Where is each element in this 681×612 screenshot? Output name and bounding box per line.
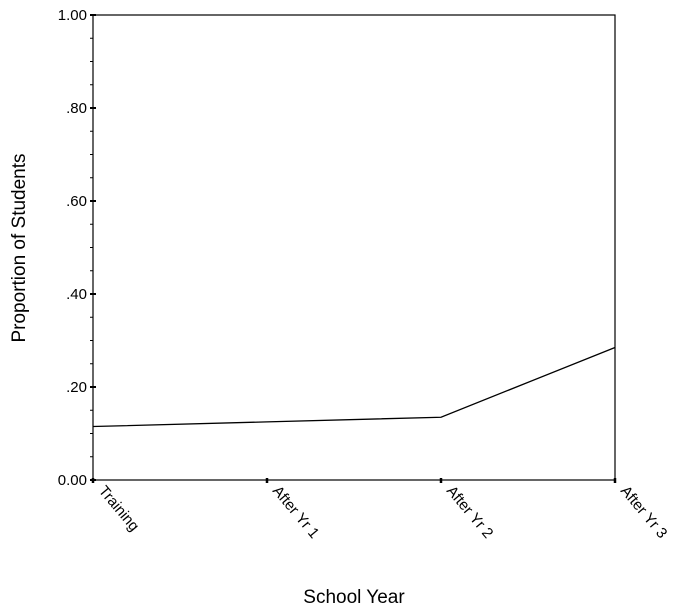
y-axis-ticks: 0.00 .20 .40 .60 .80 1.00 (58, 7, 96, 489)
x-axis-title: School Year (303, 587, 405, 608)
y-tick-label: .20 (66, 379, 87, 396)
x-tick-label: After Yr 2 (443, 483, 497, 542)
y-axis-title: Proportion of Students (9, 153, 30, 342)
y-tick-label: 0.00 (58, 472, 87, 489)
y-tick-label: .80 (66, 100, 87, 117)
y-tick-label: .60 (66, 193, 87, 210)
series-line (92, 346, 616, 428)
y-tick-label: .40 (66, 286, 87, 303)
y-tick-label: 1.00 (58, 7, 87, 24)
x-tick-label: Training (95, 483, 143, 535)
plot-frame (92, 14, 616, 481)
x-tick-label: After Yr 1 (269, 483, 323, 542)
series-layer (92, 346, 616, 428)
x-tick-label: After Yr 3 (617, 483, 671, 542)
x-axis-ticks: Training After Yr 1 After Yr 2 After Yr 3 (91, 478, 671, 542)
